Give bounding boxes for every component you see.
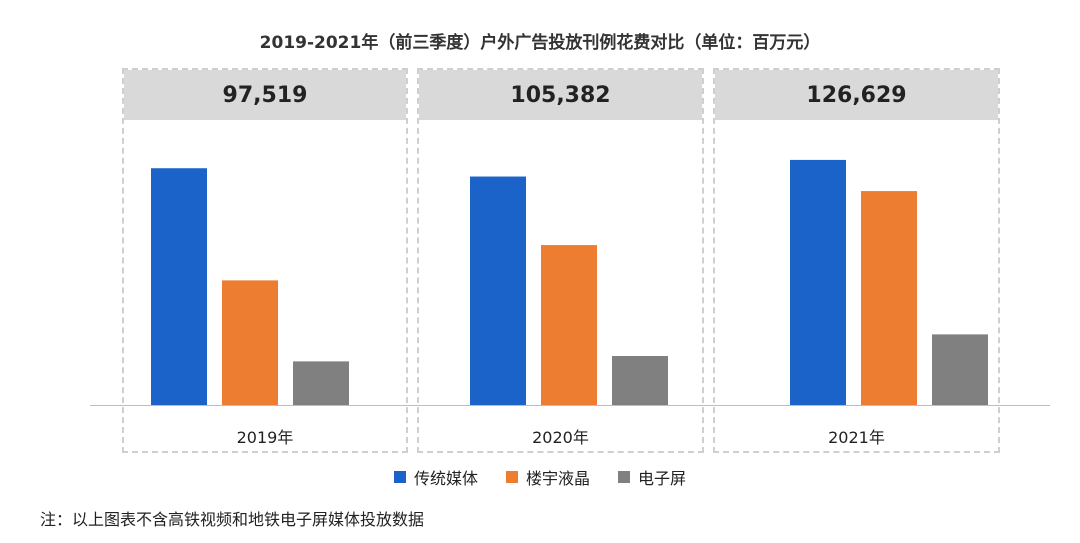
year-label-2019: 2019年	[236, 428, 294, 447]
year-label-2021: 2021年	[828, 428, 885, 447]
bar-electronic-screen-2020	[612, 355, 668, 405]
legend-label-building-lcd: 楼宇液晶	[525, 469, 590, 488]
bar-traditional-2021	[790, 159, 846, 405]
legend-swatch-building-lcd	[505, 471, 518, 483]
bar-building-lcd-2021	[861, 191, 917, 405]
legend-label-electronic-screen: 电子屏	[638, 469, 687, 488]
panel-2021: 126,629 2021年	[713, 68, 1000, 453]
total-value-2021: 126,629	[715, 70, 998, 120]
bar-electronic-screen-2019	[293, 361, 349, 405]
bar-electronic-screen-2021	[932, 334, 988, 405]
chart-title: 2019-2021年（前三季度）户外广告投放刊例花费对比（单位：百万元）	[259, 33, 821, 53]
panel-2020: 105,382 2020年	[417, 68, 704, 453]
legend-item-electronic-screen: 电子屏	[618, 465, 686, 489]
legend-item-building-lcd: 楼宇液晶	[505, 465, 590, 489]
footnote: 注：以上图表不含高铁视频和地铁电子屏媒体投放数据	[40, 510, 425, 529]
bar-building-lcd-2020	[541, 245, 597, 405]
total-value-2019: 97,519	[124, 70, 406, 120]
legend-swatch-traditional	[393, 471, 406, 483]
bar-traditional-2019	[151, 168, 207, 405]
bar-traditional-2020	[470, 176, 526, 405]
x-axis-baseline	[90, 405, 1050, 406]
year-label-2020: 2020年	[532, 428, 589, 447]
legend-label-traditional: 传统媒体	[413, 469, 478, 488]
legend-swatch-electronic-screen	[618, 471, 630, 483]
total-value-2020: 105,382	[419, 70, 702, 120]
legend: 传统媒体 楼宇液晶 电子屏	[0, 465, 1080, 489]
legend-item-traditional: 传统媒体	[393, 465, 478, 489]
bar-building-lcd-2019	[222, 280, 278, 405]
panel-2019: 97,519 2019年	[122, 68, 408, 453]
